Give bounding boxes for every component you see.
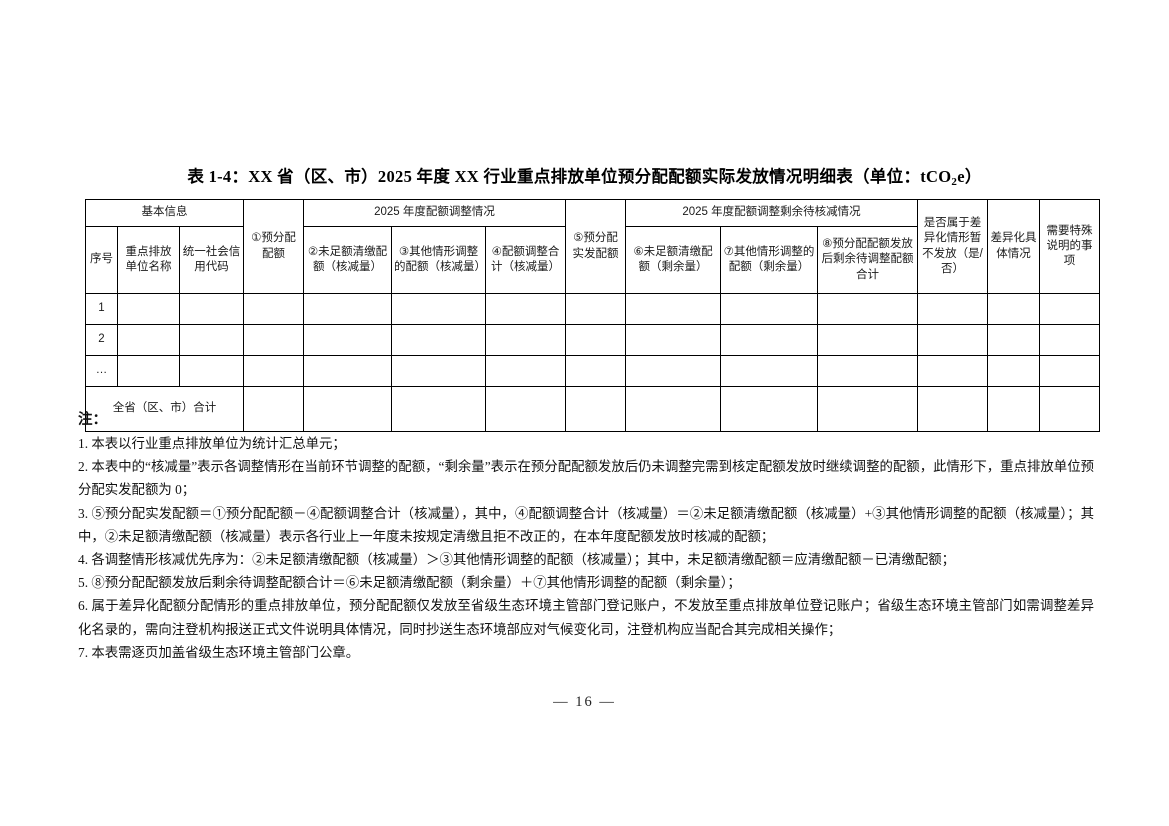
col-header-differentiated-flag: 是否属于差异化情形暂不发放（是/否） [917,199,989,294]
cell-credit-code[interactable] [179,293,244,325]
cell-differentiated-flag[interactable] [917,324,989,356]
cell-remaining-total[interactable] [817,355,919,387]
total-row-label: 全省（区、市）合计 [85,386,244,432]
cell-credit-code[interactable] [179,355,244,387]
note-item-4: 4. 各调整情形核减优先序为：②未足额清缴配额（核减量）＞③其他情形调整的配额（… [78,552,956,568]
cell-unit-name[interactable] [117,324,180,356]
cell-remarks[interactable] [1039,293,1101,325]
group-header-remaining-2025: 2025 年度配额调整剩余待核减情况 [625,199,919,227]
cell-other-remaining[interactable] [720,324,819,356]
cell-differentiated-flag[interactable] [917,293,989,325]
cell-remaining-total[interactable] [817,293,919,325]
table-body: 1 2 [85,293,1101,432]
table-total-row: 全省（区、市）合计 [85,386,1101,432]
total-pre-allocated[interactable] [243,386,304,432]
cell-pre-allocated[interactable] [243,355,304,387]
page-title-text: 表 1-4：XX 省（区、市）2025 年度 XX 行业重点排放单位预分配配额实… [187,167,952,186]
col-header-other-remaining: ⑦其他情形调整的配额（剩余量） [720,226,819,294]
table-group-header-row: 基本信息 ①预分配配额 2025 年度配额调整情况 ⑤预分配实发配额 2025 … [85,199,1101,294]
col-header-total-reduction: ④配额调整合计（核减量） [484,226,567,294]
cell-differentiated-detail[interactable] [987,324,1041,356]
col-header-remaining-total: ⑧预分配配额发放后剩余待调整配额合计 [817,226,919,294]
col-header-underpaid-reduction: ②未足额清缴配额（核减量） [303,226,392,294]
cell-remarks[interactable] [1039,355,1101,387]
total-other-remaining[interactable] [720,386,819,432]
col-header-differentiated-detail: 差异化具体情况 [987,199,1041,294]
title-subscript: 2 [951,176,958,188]
cell-other-reduction[interactable] [391,355,486,387]
cell-seq: 1 [85,293,118,325]
table-row[interactable]: … [85,355,1101,387]
cell-total-reduction[interactable] [484,293,567,325]
table-row[interactable]: 1 [85,293,1101,325]
cell-total-reduction[interactable] [484,324,567,356]
cell-underpaid-remaining[interactable] [625,324,722,356]
total-total-reduction[interactable] [484,386,567,432]
cell-underpaid-reduction[interactable] [303,355,392,387]
cell-actual-issued[interactable] [565,293,627,325]
cell-other-remaining[interactable] [720,355,819,387]
group-header-adjustment-2025: 2025 年度配额调整情况 [302,199,567,227]
col-header-credit-code: 统一社会信用代码 [179,226,244,294]
cell-pre-allocated[interactable] [243,293,304,325]
total-remarks[interactable] [1039,386,1101,432]
cell-other-reduction[interactable] [391,293,486,325]
allowance-detail-table: 基本信息 ①预分配配额 2025 年度配额调整情况 ⑤预分配实发配额 2025 … [85,199,1101,432]
cell-remaining-total[interactable] [817,324,919,356]
col-header-unit-name: 重点排放单位名称 [117,226,180,294]
cell-other-reduction[interactable] [391,324,486,356]
cell-seq: 2 [85,324,118,356]
total-underpaid-remaining[interactable] [625,386,722,432]
cell-differentiated-flag[interactable] [917,355,989,387]
cell-other-remaining[interactable] [720,293,819,325]
notes-heading: 注： [78,412,107,428]
cell-pre-allocated[interactable] [243,324,304,356]
table-header: 基本信息 ①预分配配额 2025 年度配额调整情况 ⑤预分配实发配额 2025 … [85,199,1101,294]
group-header-basic-info: 基本信息 [85,199,244,227]
note-item-7: 7. 本表需逐页加盖省级生态环境主管部门公章。 [78,644,360,660]
col-header-underpaid-remaining: ⑥未足额清缴配额（剩余量） [625,226,722,294]
note-item-1: 1. 本表以行业重点排放单位为统计汇总单元； [78,436,346,451]
note-item-6: 6. 属于差异化配额分配情形的重点排放单位，预分配配额仅发放至省级生态环境主管部… [78,598,1094,637]
col-header-pre-allocated: ①预分配配额 [243,199,304,294]
cell-unit-name[interactable] [117,355,180,387]
cell-actual-issued[interactable] [565,355,627,387]
cell-actual-issued[interactable] [565,324,627,356]
cell-underpaid-reduction[interactable] [303,293,392,325]
note-item-5: 5. ⑧预分配配额发放后剩余待调整配额合计＝⑥未足额清缴配额（剩余量）＋⑦其他情… [78,575,741,591]
note-item-2: 2. 本表中的“核减量”表示各调整情形在当前环节调整的配额，“剩余量”表示在预分… [78,459,1094,498]
cell-remarks[interactable] [1039,324,1101,356]
page-title-suffix: e） [957,167,982,186]
cell-differentiated-detail[interactable] [987,293,1041,325]
col-header-remarks: 需要特殊说明的事项 [1039,199,1101,294]
page-title: 表 1-4：XX 省（区、市）2025 年度 XX 行业重点排放单位预分配配额实… [0,163,1169,188]
cell-credit-code[interactable] [179,324,244,356]
notes-section: 注： 1. 本表以行业重点排放单位为统计汇总单元； 2. 本表中的“核减量”表示… [78,409,1094,664]
page-number: — 16 — [553,694,616,710]
cell-total-reduction[interactable] [484,355,567,387]
note-item-3: 3. ⑤预分配实发配额＝①预分配配额－④配额调整合计（核减量），其中，④配额调整… [78,505,1094,544]
col-header-seq: 序号 [85,226,118,294]
cell-underpaid-remaining[interactable] [625,355,722,387]
allowance-table-container: 基本信息 ①预分配配额 2025 年度配额调整情况 ⑤预分配实发配额 2025 … [85,199,1101,432]
total-underpaid-reduction[interactable] [303,386,392,432]
col-header-other-reduction: ③其他情形调整的配额（核减量） [391,226,486,294]
cell-differentiated-detail[interactable] [987,355,1041,387]
cell-seq: … [85,355,118,387]
table-sub-header-row: 序号 重点排放单位名称 统一社会信用代码 ②未足额清缴配额（核减量） ③其他情形… [85,226,1100,294]
table-row[interactable]: 2 [85,324,1101,356]
cell-unit-name[interactable] [117,293,180,325]
cell-underpaid-reduction[interactable] [303,324,392,356]
col-header-actual-issued: ⑤预分配实发配额 [565,199,627,294]
total-actual-issued[interactable] [565,386,627,432]
cell-underpaid-remaining[interactable] [625,293,722,325]
